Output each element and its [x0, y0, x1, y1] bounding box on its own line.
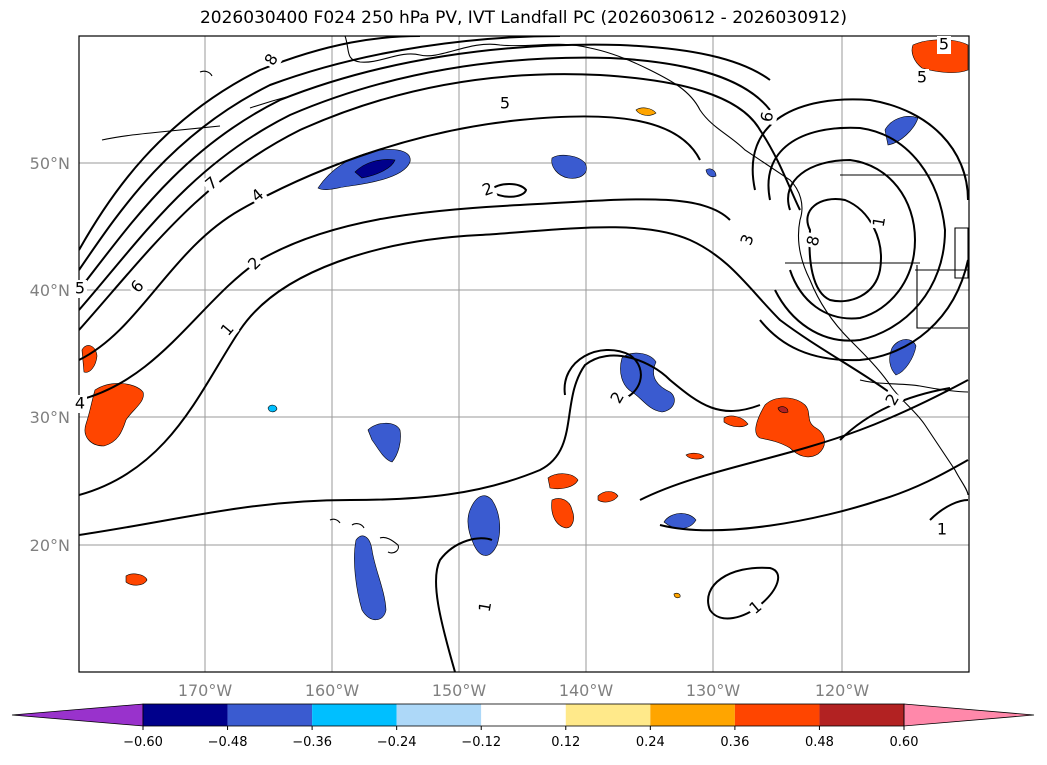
colorbar-tick-label: −0.36: [292, 735, 332, 750]
colorbar-segment: [650, 704, 735, 726]
map-title: 2026030400 F024 250 hPa PV, IVT Landfall…: [199, 8, 847, 28]
colorbar-extend-high: [903, 703, 1035, 727]
map-plot-area: [79, 36, 969, 672]
contour-label-bg: [243, 252, 267, 276]
colorbar-tick-labels: −0.60 −0.48 −0.36 −0.24 −0.12 0.12 0.24 0.36 0.4…: [123, 726, 918, 750]
contour-label: 1: [869, 215, 889, 228]
colorbar-tick-label: 0.24: [636, 735, 665, 750]
map-frame: [78, 35, 970, 673]
colorbar: [11, 703, 1035, 727]
contour-label-bg: [737, 230, 759, 250]
colorbar-segment: [143, 704, 228, 726]
colorbar-segment: [565, 704, 651, 726]
colorbar-segment: [481, 704, 566, 726]
contour-label-bg: [935, 521, 949, 539]
contour-label-bg: [73, 395, 87, 413]
contour-label-bg: [216, 318, 240, 342]
lat-label-30n: 30°N: [30, 408, 70, 427]
contour-label-bg: [744, 596, 768, 620]
contour-label-bg: [200, 172, 224, 196]
pv-negative-areas: [267, 116, 919, 621]
contour-label-bg: [757, 108, 779, 126]
lon-label-130w: 130°W: [686, 681, 741, 700]
gridlines: [79, 36, 969, 672]
contour-label-bg: [881, 389, 905, 411]
colorbar-tick-label: 0.48: [805, 735, 834, 750]
colorbar-tick-label: −0.12: [461, 735, 501, 750]
latitude-labels: 50°N 40°N 30°N 20°N: [30, 154, 70, 555]
contour-label-bg: [73, 280, 87, 298]
pv-positive-areas: [81, 39, 969, 599]
colorbar-tick-label: −0.24: [377, 735, 417, 750]
contour-label-bg: [126, 275, 150, 299]
contour-label: 6: [757, 110, 777, 123]
contour-label: 5: [917, 68, 927, 87]
colorbar-extend-low: [11, 703, 144, 727]
contour-label-bg: [260, 49, 284, 71]
contour-label-bg: [915, 69, 929, 87]
colorbar-tick-label: 0.36: [720, 735, 749, 750]
colorbar-segment: [312, 704, 397, 726]
colorbar-segment: [396, 704, 482, 726]
colorbar-frame: [142, 703, 905, 727]
contour-label-bg: [803, 231, 825, 251]
lon-label-170w: 170°W: [178, 681, 233, 700]
contour-label: 5: [939, 35, 949, 54]
colorbar-tick-label: 0.12: [551, 735, 580, 750]
lon-label-160w: 160°W: [305, 681, 360, 700]
lon-label-140w: 140°W: [559, 681, 614, 700]
contour-label: 1: [937, 520, 947, 539]
contour-label-bg: [475, 598, 497, 616]
contour-label: 5: [75, 279, 85, 298]
contour-label-bg: [246, 184, 270, 208]
ivt-contours: [79, 36, 969, 672]
contour-label-bg: [478, 179, 498, 201]
contour-label: 4: [75, 394, 85, 413]
lon-label-150w: 150°W: [432, 681, 487, 700]
contour-label-bg: [869, 213, 891, 231]
colorbar-segment: [819, 704, 904, 726]
longitude-labels: 170°W 160°W 150°W 140°W 130°W 120°W: [178, 681, 870, 700]
colorbar-tick-label: 0.60: [890, 735, 919, 750]
contour-label: 8: [803, 233, 824, 248]
contour-label: 1: [475, 600, 495, 613]
contour-label-bg: [937, 36, 951, 54]
lat-label-50n: 50°N: [30, 154, 70, 173]
colorbar-segment: [227, 704, 313, 726]
colorbar-tick-label: −0.60: [123, 735, 163, 750]
lon-label-120w: 120°W: [815, 681, 870, 700]
lat-label-20n: 20°N: [30, 536, 70, 555]
contour-label: 5: [500, 94, 510, 113]
colorbar-segment: [734, 704, 820, 726]
contour-label-bg: [606, 387, 630, 409]
lat-label-40n: 40°N: [30, 281, 70, 300]
contour-label-bg: [498, 95, 512, 113]
colorbar-tick-label: −0.48: [208, 735, 248, 750]
